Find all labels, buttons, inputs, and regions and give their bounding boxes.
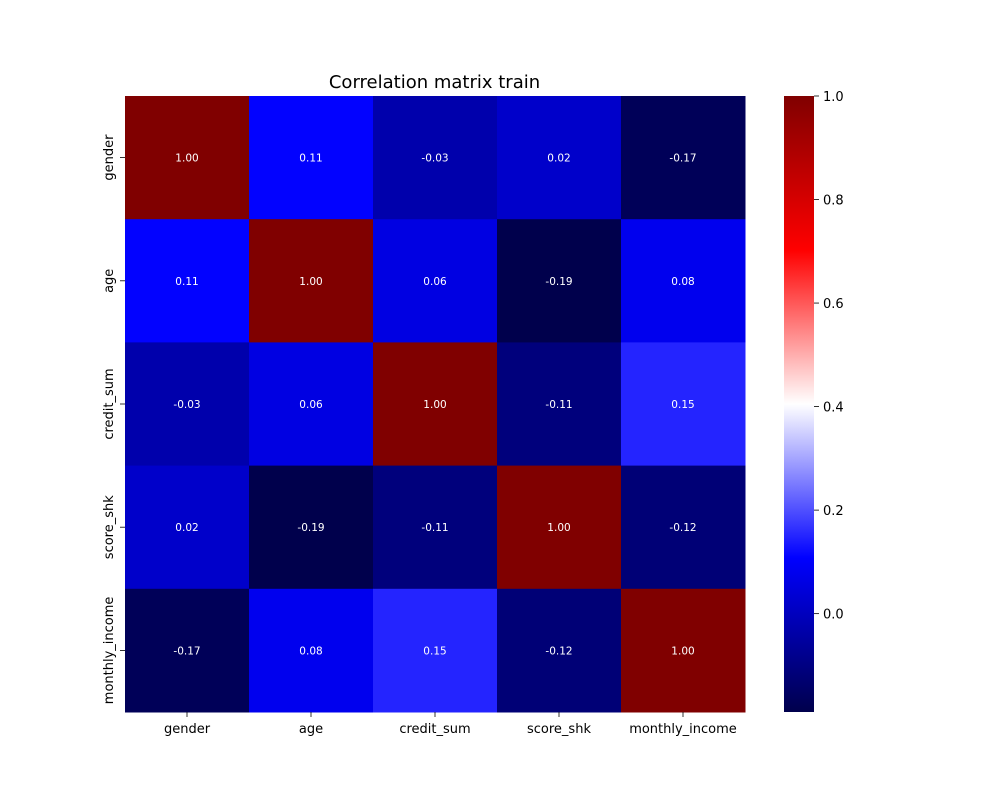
cell-value-label: 0.11 [175, 276, 198, 288]
colorbar-tick-label: 0.8 [823, 194, 844, 209]
x-tick-label: monthly_income [629, 722, 737, 737]
cell-value-label: 1.00 [547, 522, 570, 534]
cell-value-label: -0.12 [669, 522, 696, 534]
cell-value-label: -0.17 [173, 645, 200, 657]
cell-value-label: 0.02 [175, 522, 198, 534]
cell-value-label: 1.00 [671, 645, 694, 657]
y-tick-label: monthly_income [102, 597, 117, 705]
colorbar-tick-label: 1.0 [823, 90, 844, 105]
y-tick-label: credit_sum [102, 368, 117, 439]
cell-value-label: 0.06 [423, 276, 447, 288]
cell-value-label: 0.06 [299, 399, 323, 411]
colorbar: 0.0 0.2 0.4 0.6 0.8 1.0 [784, 90, 844, 712]
cell-value-label: 0.02 [547, 153, 570, 165]
cell-value-label: -0.11 [545, 399, 572, 411]
cell-value-label: 0.08 [671, 276, 694, 288]
cell-value-label: -0.03 [173, 399, 200, 411]
cell-value-label: 0.15 [671, 399, 694, 411]
cell-value-label: 0.11 [299, 153, 322, 165]
x-tick-label: gender [164, 722, 211, 737]
cell-value-label: 1.00 [175, 153, 198, 165]
cell-value-label: 1.00 [423, 399, 446, 411]
cell-value-label: 0.08 [299, 645, 322, 657]
chart-title: Correlation matrix train [329, 72, 540, 93]
colorbar-tick-label: 0.4 [823, 401, 844, 416]
cell-value-label: 0.15 [423, 645, 446, 657]
cell-value-label: -0.17 [669, 153, 696, 165]
colorbar-tick-label: 0.0 [823, 608, 844, 623]
cell-value-label: -0.11 [421, 522, 448, 534]
colorbar-tick-label: 0.2 [823, 504, 844, 519]
colorbar-gradient [784, 96, 814, 712]
colorbar-tick-label: 0.6 [823, 297, 844, 312]
cell-value-label: 1.00 [299, 276, 322, 288]
y-tick-label: gender [102, 134, 117, 181]
y-tick-label: age [102, 269, 117, 293]
x-axis: gender age credit_sum score_shk monthly_inco… [164, 712, 737, 737]
x-tick-label: age [299, 722, 323, 737]
cell-value-label: -0.03 [421, 153, 448, 165]
y-axis: gender age credit_sum score_shk monthly_inco… [102, 134, 125, 704]
cell-value-label: -0.12 [545, 645, 572, 657]
x-tick-label: score_shk [527, 722, 591, 737]
cell-value-label: -0.19 [297, 522, 324, 534]
y-tick-label: score_shk [102, 495, 117, 559]
x-tick-label: credit_sum [399, 722, 470, 737]
cell-value-label: -0.19 [545, 276, 572, 288]
